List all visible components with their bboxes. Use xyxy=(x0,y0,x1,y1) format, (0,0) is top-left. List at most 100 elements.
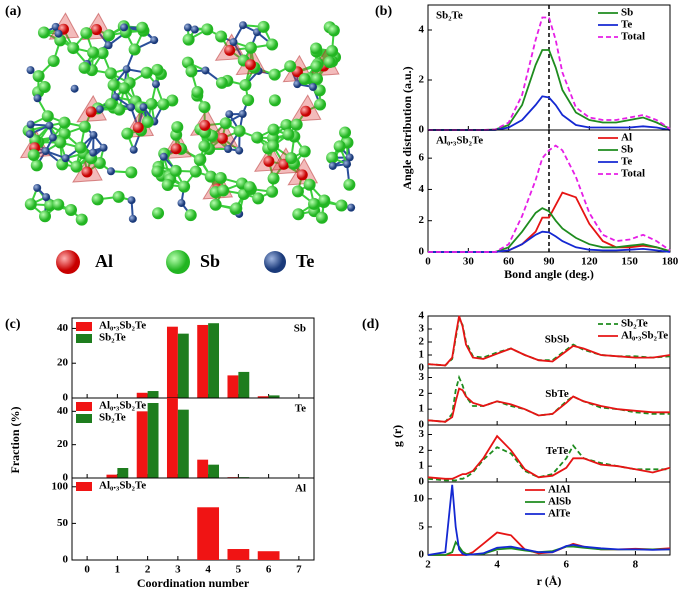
x-tick-label: 1 xyxy=(115,564,121,576)
x-tick-label: 5 xyxy=(236,564,242,576)
bar xyxy=(147,391,159,398)
data-line xyxy=(427,315,671,367)
atom xyxy=(318,194,331,207)
atom xyxy=(185,65,198,78)
y-tick-label: 3 xyxy=(419,428,425,440)
y-tick-label: 3 xyxy=(419,371,425,383)
y-tick-label: 4 xyxy=(419,24,425,36)
data-line xyxy=(427,374,670,423)
atom xyxy=(140,66,153,79)
x-tick-label: 2 xyxy=(145,564,151,576)
bar xyxy=(166,326,178,398)
atom xyxy=(54,29,63,38)
atom xyxy=(89,131,98,140)
y-tick-label: 5 xyxy=(419,520,425,532)
panel-label: (c) xyxy=(5,317,21,332)
legend-swatch xyxy=(76,482,92,491)
atom xyxy=(242,94,255,107)
atom xyxy=(219,117,232,130)
legend-swatch xyxy=(76,414,92,423)
y-tick-label: 40 xyxy=(57,405,69,417)
bar xyxy=(208,464,220,478)
atom xyxy=(199,119,211,131)
legend-label: Al xyxy=(621,132,632,144)
atom xyxy=(145,97,158,110)
legend-label: Sb₂Te xyxy=(99,412,126,424)
atom xyxy=(126,103,135,112)
subplot-title: Sb xyxy=(294,323,306,335)
atom xyxy=(268,68,281,81)
legend-label: AlAl xyxy=(548,484,570,496)
y-tick-label: 0 xyxy=(419,362,425,374)
atom xyxy=(139,103,148,112)
atom xyxy=(298,73,311,86)
subplot-title: Al xyxy=(295,483,306,495)
y-tick-label: 2 xyxy=(419,74,425,86)
atom xyxy=(70,84,79,93)
x-tick-label: 180 xyxy=(662,256,679,268)
atom xyxy=(251,131,264,144)
x-tick-label: 4 xyxy=(494,559,500,571)
bar xyxy=(166,398,178,478)
atom xyxy=(78,61,91,74)
x-tick-label: 120 xyxy=(581,256,598,268)
x-tick-label: 90 xyxy=(544,256,556,268)
atom xyxy=(315,211,328,224)
atom xyxy=(33,94,42,103)
subplot-frame xyxy=(427,129,671,253)
bar xyxy=(257,396,269,398)
atom xyxy=(244,41,257,54)
y-tick-label: 2 xyxy=(419,387,425,399)
x-tick-label: 150 xyxy=(621,256,638,268)
atom xyxy=(308,82,317,91)
y-tick-label: 50 xyxy=(57,517,69,529)
atom xyxy=(182,33,195,46)
y-tick-label: 2 xyxy=(419,444,425,456)
atom xyxy=(343,178,356,191)
legend-label: Total xyxy=(621,31,645,43)
y-axis-label: g (r) xyxy=(390,425,404,447)
atom xyxy=(65,203,78,216)
subplot-title: SbSb xyxy=(545,334,569,346)
atom xyxy=(39,210,52,223)
legend-label: Sb xyxy=(621,7,633,19)
atom xyxy=(201,66,210,75)
bar xyxy=(136,411,148,478)
y-tick-label: 3 xyxy=(419,323,425,335)
atom xyxy=(104,41,113,50)
legend-label: Al₀.₃Sb₂Te xyxy=(99,320,146,332)
y-tick-label: 10 xyxy=(413,492,425,504)
x-tick-label: 0 xyxy=(425,256,431,268)
atom xyxy=(244,59,256,71)
atom xyxy=(189,165,202,178)
atom xyxy=(161,178,174,191)
atom xyxy=(343,160,352,169)
y-axis-label: Fraction (%) xyxy=(8,407,22,474)
atom xyxy=(27,149,40,162)
atom-legend-label: Te xyxy=(296,251,314,271)
legend-swatch xyxy=(76,322,92,331)
bar xyxy=(227,375,239,398)
atom xyxy=(323,56,336,69)
atom xyxy=(132,121,144,133)
x-tick-label: 8 xyxy=(633,559,639,571)
atom xyxy=(118,82,131,95)
atom xyxy=(70,160,83,173)
atom xyxy=(239,21,248,30)
atom xyxy=(150,36,159,45)
molecule-structure xyxy=(19,12,356,226)
bar xyxy=(268,395,280,398)
atom xyxy=(204,170,217,183)
data-line xyxy=(427,484,671,556)
atom xyxy=(107,79,120,92)
atom xyxy=(78,120,91,133)
y-tick-label: 1 xyxy=(419,349,425,361)
atom xyxy=(284,60,297,73)
atom xyxy=(190,25,199,34)
subplot-title: Sb₂Te xyxy=(436,10,463,22)
atom-swatch xyxy=(56,250,80,274)
atom xyxy=(303,178,316,191)
atom xyxy=(268,94,281,107)
x-tick-label: 30 xyxy=(463,256,475,268)
atom xyxy=(42,193,51,202)
